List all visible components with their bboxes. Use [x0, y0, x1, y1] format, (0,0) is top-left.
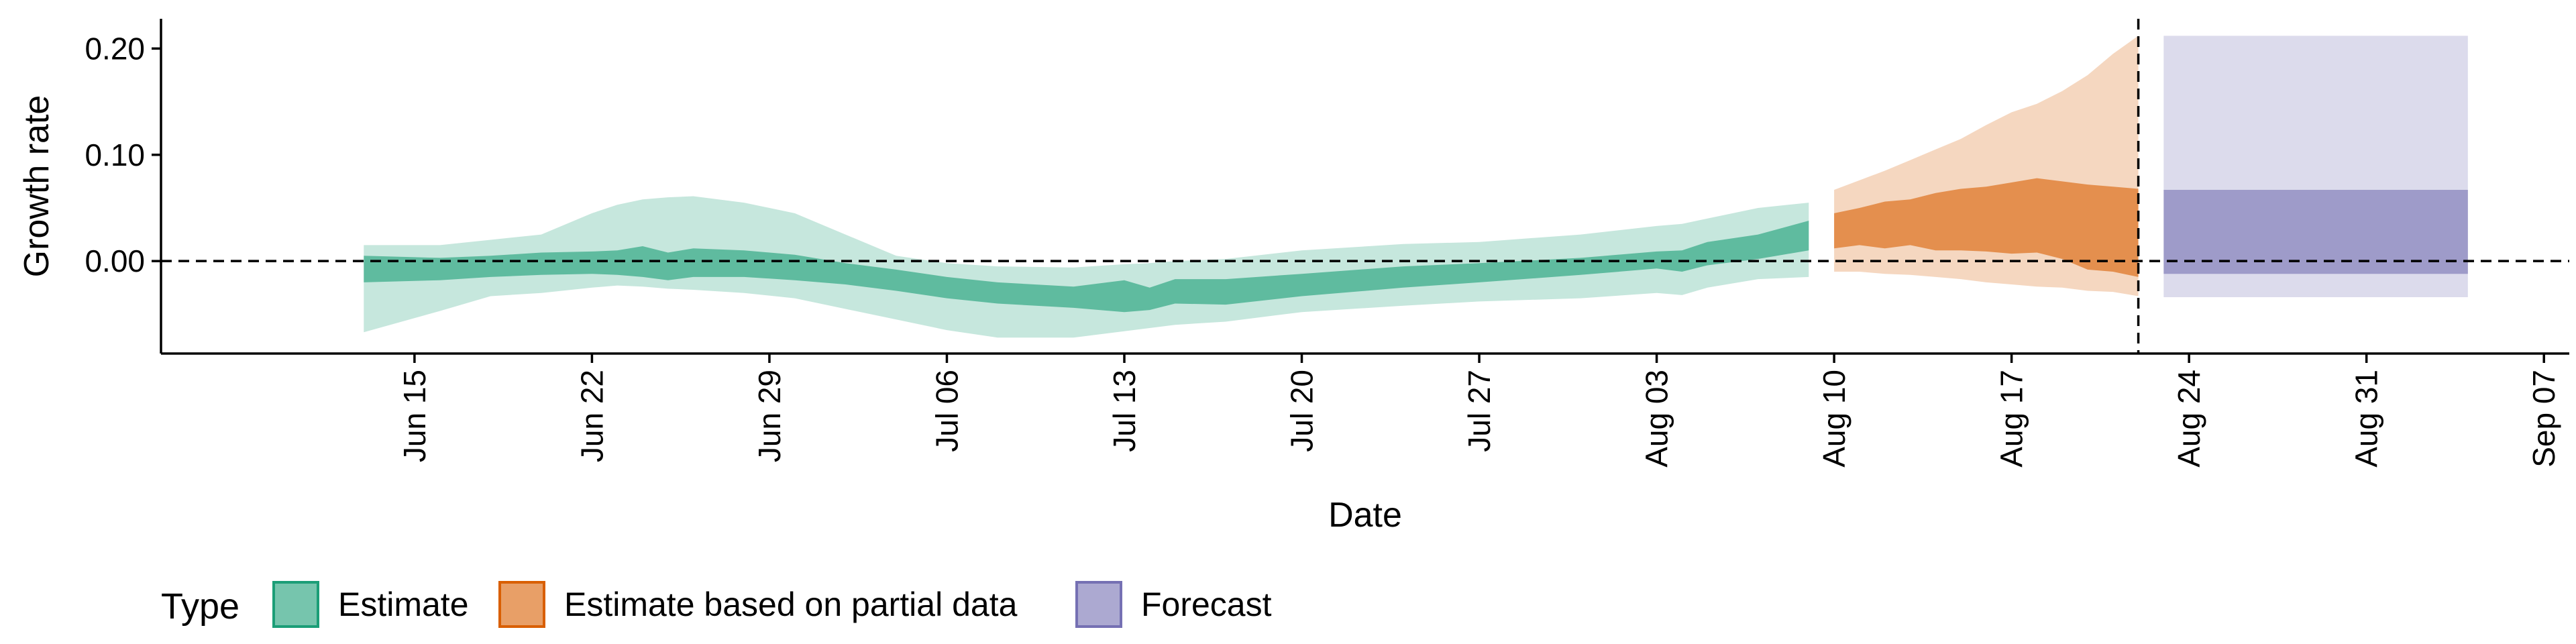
- band-50-estimate-based-on-partial-data: [1834, 178, 2139, 277]
- legend-key-estimate: [272, 581, 319, 628]
- y-tick-label: 0.00: [85, 244, 145, 278]
- x-axis-title: Date: [1328, 496, 1402, 535]
- x-tick-label: Jul 13: [1107, 370, 1142, 452]
- axes: [160, 19, 2569, 355]
- y-axis-title: Growth rate: [17, 95, 56, 278]
- x-tick-label: Aug 10: [1817, 370, 1851, 468]
- legend: Type Estimate Estimate based on partial d…: [161, 581, 1272, 628]
- x-tick-label: Sep 07: [2526, 370, 2561, 468]
- band-50-forecast: [2163, 190, 2468, 274]
- legend-key-forecast: [1075, 581, 1122, 628]
- y-axis-ticks: 0.00 0.10 0.20: [85, 31, 161, 278]
- x-tick-label: Jul 27: [1462, 370, 1497, 452]
- legend-label-estimate: Estimate: [338, 586, 469, 623]
- legend-label-forecast: Forecast: [1141, 586, 1272, 623]
- reference-lines: [161, 19, 2569, 354]
- x-axis-ticks: Jun 15 Jun 22 Jun 29 Jul 06 Jul 13 Jul 20 Jul …: [397, 354, 2561, 468]
- legend-key-estimate-based-on-partial-data: [498, 581, 545, 628]
- x-tick-label: Jul 20: [1285, 370, 1320, 452]
- x-tick-label: Aug 24: [2171, 370, 2206, 468]
- legend-title: Type: [161, 586, 239, 627]
- y-tick-label: 0.10: [85, 138, 145, 172]
- series-layer: [364, 36, 2468, 338]
- legend-label-estimate-based-on-partial-data: Estimate based on partial data: [564, 586, 1018, 623]
- x-tick-label: Jul 06: [929, 370, 964, 452]
- x-tick-label: Aug 03: [1640, 370, 1674, 468]
- y-tick-label: 0.20: [85, 31, 145, 66]
- x-tick-label: Jun 15: [397, 370, 432, 462]
- x-tick-label: Aug 17: [1994, 370, 2029, 468]
- band-50-estimate: [364, 221, 1809, 313]
- x-tick-label: Jun 29: [752, 370, 787, 462]
- x-tick-label: Aug 31: [2349, 370, 2384, 468]
- x-tick-label: Jun 22: [574, 370, 609, 462]
- band-90-estimate: [364, 196, 1809, 338]
